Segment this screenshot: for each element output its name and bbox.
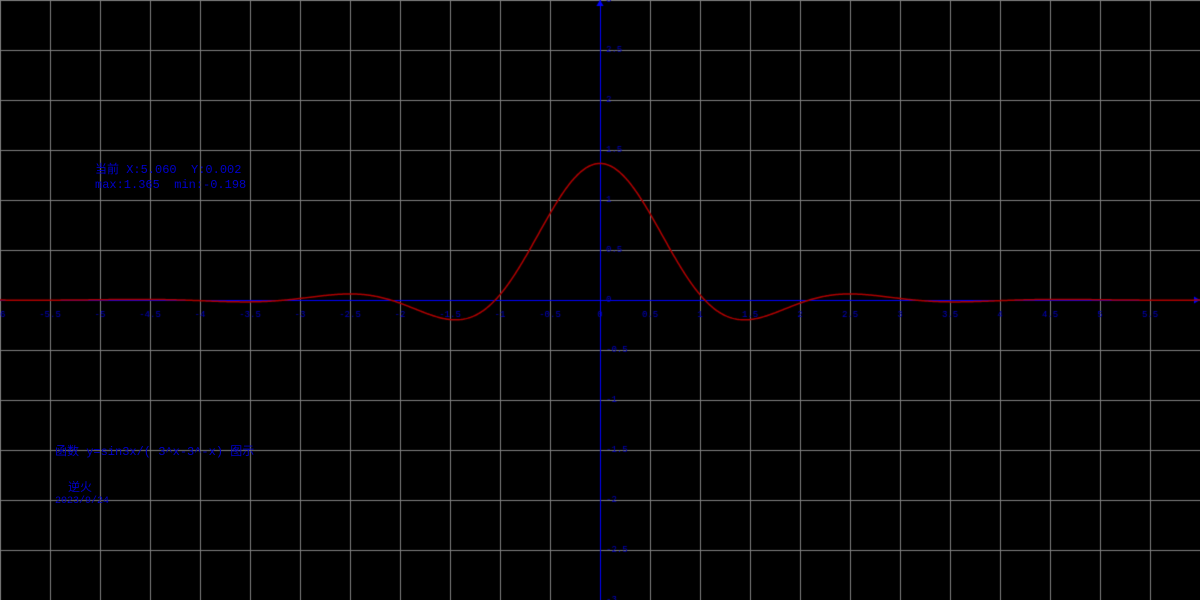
function-plot-canvas <box>0 0 1200 600</box>
